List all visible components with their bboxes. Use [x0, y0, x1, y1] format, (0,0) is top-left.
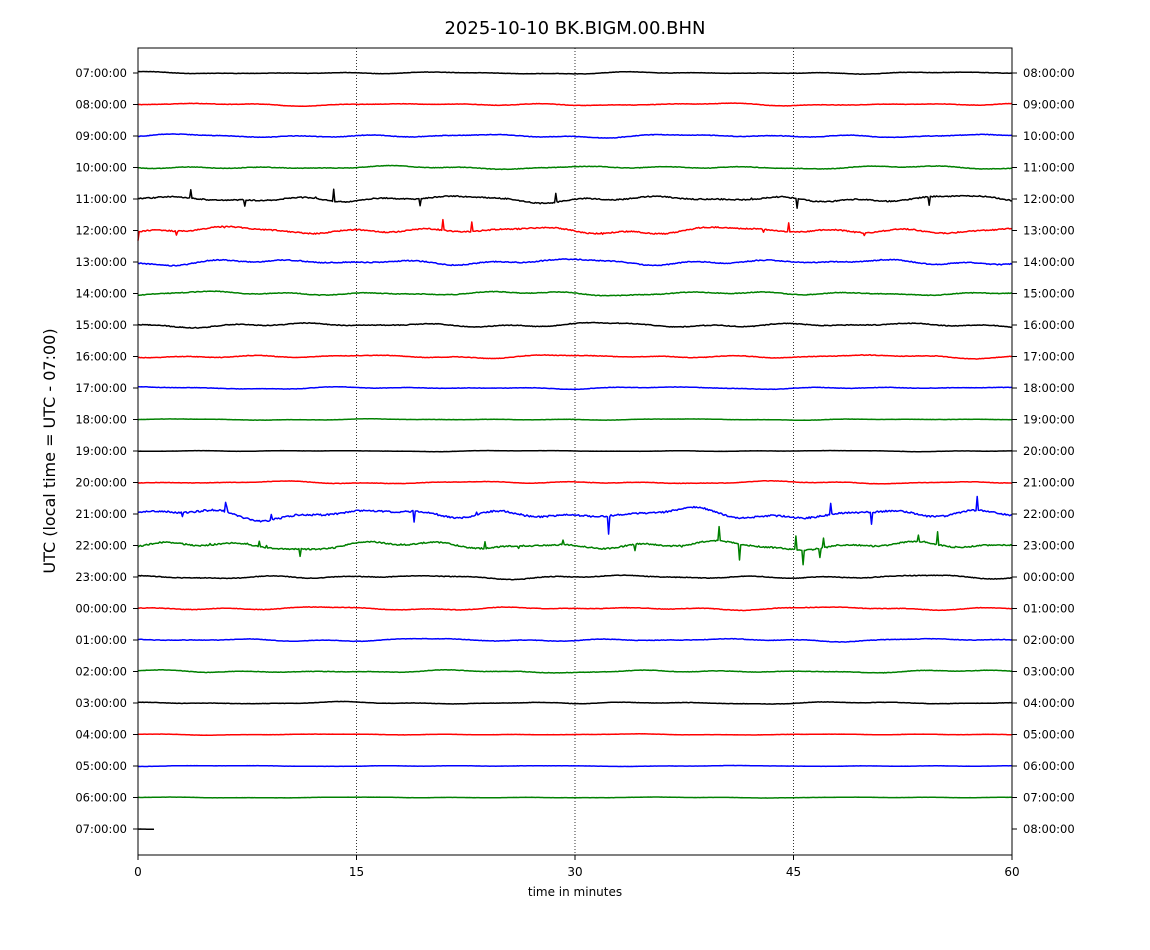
left-time-labels: 07:00:00 08:00:00 09:00:00 10:00:00 11:00:00…	[75, 66, 138, 836]
right-time-label-3: 11:00:00	[1023, 161, 1075, 175]
left-time-label-21: 04:00:00	[75, 728, 127, 742]
right-time-label-23: 07:00:00	[1023, 791, 1075, 805]
right-time-label-24: 08:00:00	[1023, 822, 1075, 836]
trace-13	[137, 479, 1013, 485]
left-time-label-17: 00:00:00	[75, 602, 127, 616]
left-time-label-13: 20:00:00	[75, 476, 127, 490]
trace-11	[137, 417, 1013, 422]
right-time-label-5: 13:00:00	[1023, 224, 1075, 238]
left-time-label-24: 07:00:00	[75, 822, 127, 836]
trace-5	[137, 218, 1013, 241]
left-time-label-20: 03:00:00	[75, 696, 127, 710]
trace-23	[138, 796, 1013, 799]
right-time-label-0: 08:00:00	[1023, 66, 1075, 80]
trace-0	[137, 70, 1012, 75]
trace-10	[137, 385, 1012, 391]
right-time-labels: 08:00:00 09:00:00 10:00:00 11:00:00 12:00:00…	[1012, 66, 1075, 836]
right-time-label-2: 10:00:00	[1023, 129, 1075, 143]
trace-18	[137, 637, 1013, 643]
trace-16	[137, 574, 1013, 581]
trace-7	[137, 290, 1013, 297]
x-tick-label-2: 30	[567, 865, 582, 879]
vertical-gridlines	[356, 48, 794, 855]
left-time-label-18: 01:00:00	[75, 633, 127, 647]
right-time-label-22: 06:00:00	[1023, 759, 1075, 773]
left-time-label-5: 12:00:00	[75, 224, 127, 238]
x-tick-label-4: 60	[1004, 865, 1019, 879]
left-time-label-6: 13:00:00	[75, 255, 127, 269]
trace-9	[137, 354, 1013, 360]
right-time-label-8: 16:00:00	[1023, 318, 1075, 332]
left-time-label-22: 05:00:00	[75, 759, 127, 773]
right-time-label-6: 14:00:00	[1023, 255, 1075, 269]
left-time-label-23: 06:00:00	[75, 791, 127, 805]
trace-22	[137, 764, 1012, 768]
right-time-label-18: 02:00:00	[1023, 633, 1075, 647]
trace-2	[138, 133, 1013, 139]
left-time-label-3: 10:00:00	[75, 161, 127, 175]
trace-3	[137, 164, 1013, 171]
right-time-label-11: 19:00:00	[1023, 413, 1075, 427]
right-time-label-9: 17:00:00	[1023, 350, 1075, 364]
left-time-label-19: 02:00:00	[75, 665, 127, 679]
right-time-label-19: 03:00:00	[1023, 665, 1075, 679]
trace-4	[137, 188, 1012, 209]
x-tick-label-1: 15	[349, 865, 364, 879]
right-time-label-4: 12:00:00	[1023, 192, 1075, 206]
y-axis-label: UTC (local time = UTC - 07:00)	[40, 328, 59, 573]
left-time-label-14: 21:00:00	[75, 507, 127, 521]
trace-20	[137, 700, 1013, 705]
right-time-label-20: 04:00:00	[1023, 696, 1075, 710]
left-time-label-9: 16:00:00	[75, 350, 127, 364]
left-time-label-1: 08:00:00	[75, 98, 127, 112]
left-time-label-0: 07:00:00	[75, 66, 127, 80]
trace-8	[137, 321, 1013, 329]
left-time-label-11: 18:00:00	[75, 413, 127, 427]
right-time-label-16: 00:00:00	[1023, 570, 1075, 584]
left-time-label-15: 22:00:00	[75, 539, 127, 553]
trace-15	[137, 525, 1013, 566]
right-time-label-10: 18:00:00	[1023, 381, 1075, 395]
left-time-label-10: 17:00:00	[75, 381, 127, 395]
right-time-label-15: 23:00:00	[1023, 539, 1075, 553]
chart-title: 2025-10-10 BK.BIGM.00.BHN	[444, 18, 705, 39]
left-time-label-8: 15:00:00	[75, 318, 127, 332]
x-axis-label: time in minutes	[528, 885, 622, 899]
left-time-label-16: 23:00:00	[75, 570, 127, 584]
right-time-label-21: 05:00:00	[1023, 728, 1075, 742]
trace-14	[137, 495, 1013, 535]
trace-1	[137, 102, 1013, 108]
right-time-label-17: 01:00:00	[1023, 602, 1075, 616]
x-tick-label-3: 45	[786, 865, 801, 879]
right-time-label-13: 21:00:00	[1023, 476, 1075, 490]
trace-12	[138, 449, 1013, 453]
trace-19	[137, 668, 1013, 674]
trace-6	[137, 258, 1013, 267]
left-time-label-4: 11:00:00	[75, 192, 127, 206]
x-tick-label-0: 0	[134, 865, 142, 879]
right-time-label-1: 09:00:00	[1023, 98, 1075, 112]
left-time-label-12: 19:00:00	[75, 444, 127, 458]
left-time-label-7: 14:00:00	[75, 287, 127, 301]
trace-21	[138, 733, 1012, 736]
right-time-label-14: 22:00:00	[1023, 507, 1075, 521]
right-time-label-7: 15:00:00	[1023, 287, 1075, 301]
x-axis-ticks: 0 15 30 45 60	[134, 855, 1020, 879]
trace-17	[137, 606, 1013, 612]
seismic-traces	[137, 70, 1013, 831]
right-time-label-12: 20:00:00	[1023, 444, 1075, 458]
left-time-label-2: 09:00:00	[75, 129, 127, 143]
